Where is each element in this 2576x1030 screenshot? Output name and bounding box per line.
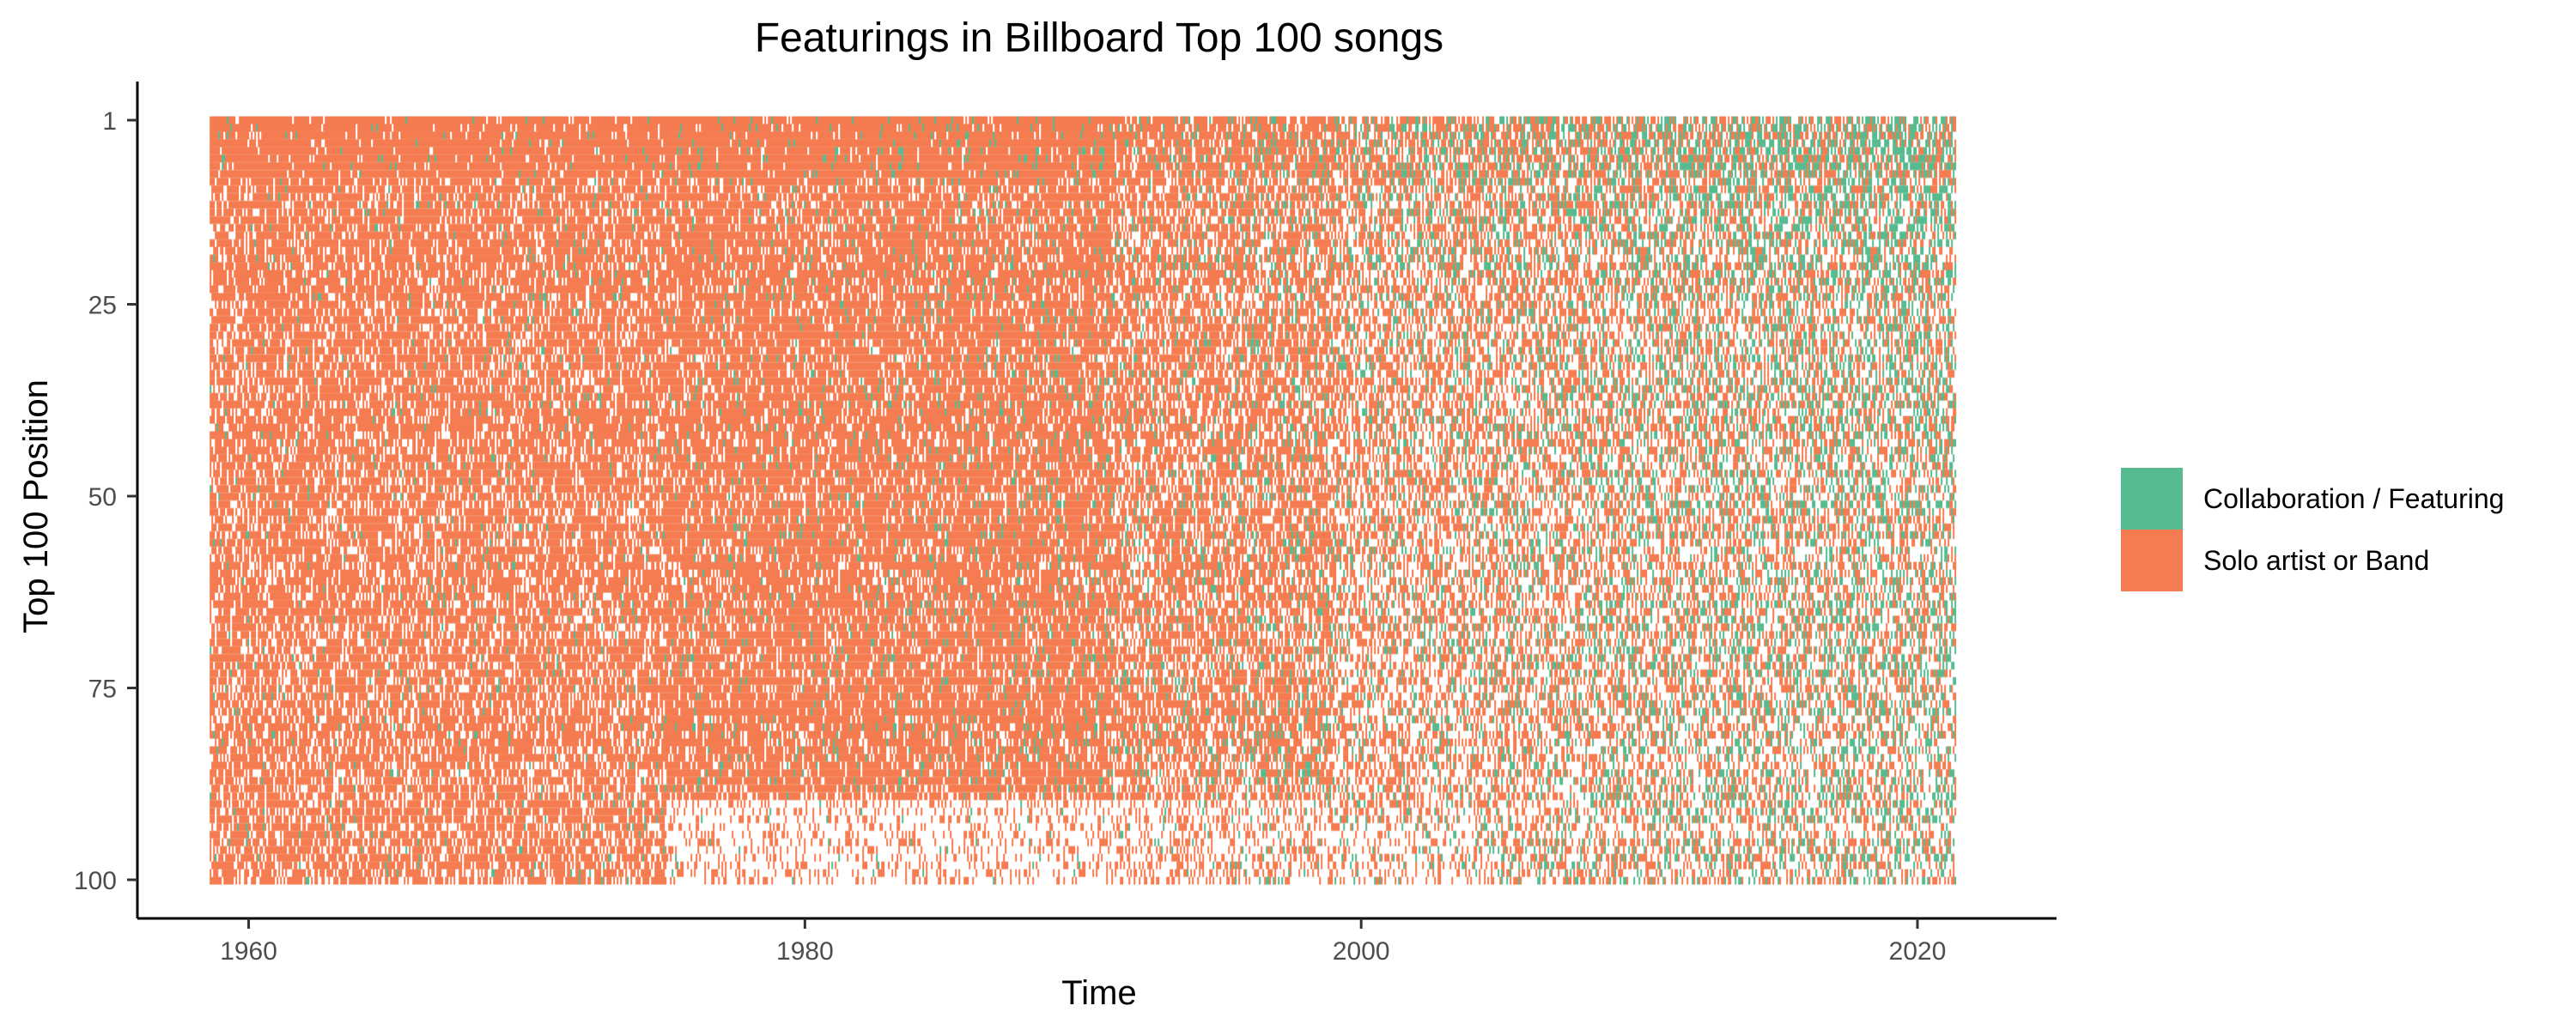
legend: Collaboration / Featuring Solo artist or … [2121, 468, 2504, 591]
x-tick-label: 1980 [776, 937, 834, 966]
x-tick-label: 1960 [220, 937, 277, 966]
x-tick-label: 2020 [1889, 937, 1947, 966]
y-tick-label: 50 [88, 483, 117, 512]
y-axis-title: Top 100 Position [17, 379, 55, 633]
plot-area [210, 116, 1957, 885]
legend-label: Solo artist or Band [2203, 545, 2429, 576]
heatmap-cells [210, 116, 1957, 885]
y-tick-label: 25 [88, 292, 117, 320]
legend-label: Collaboration / Featuring [2203, 483, 2504, 514]
legend-key [2121, 530, 2183, 591]
y-tick-label: 100 [74, 867, 117, 895]
y-tick-label: 75 [88, 676, 117, 704]
y-tick-label: 1 [102, 107, 117, 136]
x-axis: 1960 1980 2000 2020 [137, 917, 2057, 966]
chart-title: Featurings in Billboard Top 100 songs [755, 15, 1443, 61]
x-tick-label: 2000 [1333, 937, 1390, 966]
y-axis: 1 25 50 75 100 [74, 82, 139, 918]
legend-key [2121, 468, 2183, 530]
x-axis-title: Time [1061, 974, 1136, 1012]
